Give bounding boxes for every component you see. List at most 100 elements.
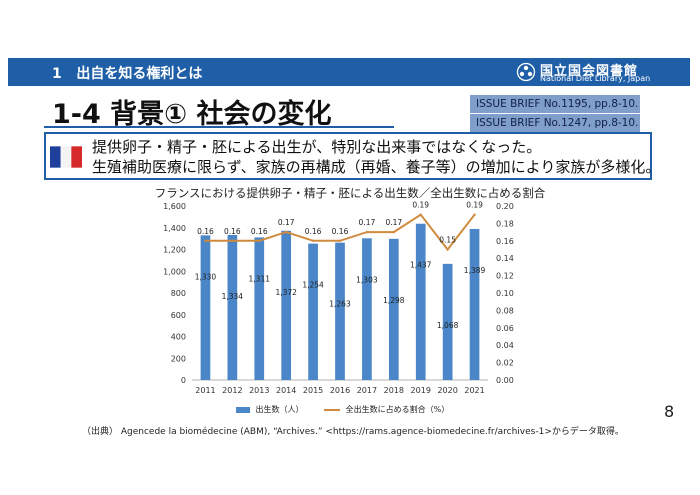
x-tick-label: 2018: [384, 386, 404, 395]
ratio-data-label: 0.16: [251, 227, 268, 236]
ratio-data-label: 0.17: [385, 218, 402, 227]
bar-data-label: 1,372: [275, 288, 297, 297]
ratio-data-label: 0.17: [359, 218, 376, 227]
ratio-data-label: 0.15: [439, 236, 456, 245]
bar-data-label: 1,311: [249, 274, 271, 283]
bar-2011: [200, 235, 211, 380]
bar-2019: [415, 223, 426, 380]
ndl-emblem-icon: [516, 62, 536, 82]
legend-swatch-line: [324, 408, 341, 411]
legend-label-bar: 出生数（人）: [255, 405, 304, 414]
bar-data-label: 1,330: [195, 272, 217, 281]
page-number: 8: [664, 402, 675, 421]
reference-badge-1: ISSUE BRIEF No.1195, pp.8-10.: [470, 95, 640, 113]
logo-text-jp: 国立国会図書館: [540, 64, 639, 79]
section-title: 出自を知る権利とは: [76, 66, 203, 82]
x-tick-label: 2019: [411, 386, 431, 395]
france-flag-icon: [50, 146, 82, 168]
legend-label-line: 全出生数に占める割合（%）: [345, 405, 450, 414]
section-number: 1: [52, 66, 62, 82]
bar-2013: [254, 237, 265, 380]
bar-2017: [362, 238, 372, 380]
x-tick-label: 2015: [303, 386, 323, 395]
ratio-point-2020: [446, 248, 449, 251]
ratio-data-label: 0.17: [278, 218, 295, 227]
logo-text-en: National Diet Library, Japan: [540, 74, 651, 83]
bar-2012: [227, 234, 238, 380]
y-left-tick-label: 1,000: [163, 267, 186, 276]
bar-2016: [335, 242, 345, 380]
x-tick-label: 2014: [276, 386, 296, 395]
bar-2020: [442, 263, 453, 380]
y-left-tick-label: 1,400: [163, 224, 186, 233]
x-tick-label: 2011: [195, 386, 215, 395]
y-right-tick-label: 0.00: [496, 376, 514, 385]
y-left-tick-label: 400: [171, 333, 186, 342]
ratio-point-2012: [231, 239, 234, 242]
bar-data-label: 1,298: [383, 296, 405, 305]
section-header-bar: 1 出自を知る権利とは 国立国会図書館 National Diet Librar…: [8, 58, 690, 86]
x-tick-label: 2013: [249, 386, 269, 395]
y-left-tick-label: 800: [171, 289, 186, 298]
ratio-point-2014: [284, 230, 288, 234]
ratio-point-2017: [365, 230, 369, 234]
y-right-tick-label: 0.16: [496, 237, 514, 246]
bar-2015: [308, 243, 318, 380]
ratio-point-2018: [392, 230, 396, 234]
ratio-point-2015: [311, 239, 315, 242]
y-right-tick-label: 0.04: [496, 341, 514, 350]
slide-title: 1-4 背景① 社会の変化: [52, 99, 332, 130]
reference-badge-2: ISSUE BRIEF No.1247, pp.8-10.: [470, 114, 640, 132]
y-right-tick-label: 0.02: [496, 359, 514, 368]
summary-line-2: 生殖補助医療に限らず、家族の再構成（再婚、養子等）の増加により家族が多様化。: [92, 158, 661, 176]
chart-title: フランスにおける提供卵子・精子・胚による出生数／全出生数に占める割合: [154, 186, 546, 200]
y-left-tick-label: 0: [181, 376, 186, 385]
x-tick-label: 2012: [222, 386, 242, 395]
ratio-data-label: 0.16: [197, 227, 214, 236]
x-tick-label: 2021: [464, 386, 484, 395]
bar-2021: [469, 228, 480, 380]
y-right-tick-label: 0.06: [496, 324, 514, 333]
y-right-tick-label: 0.12: [496, 272, 514, 281]
summary-line-1: 提供卵子・精子・胚による出生が、特別な出来事ではなくなった。: [92, 138, 542, 156]
x-tick-label: 2016: [330, 386, 350, 395]
x-tick-label: 2017: [357, 386, 377, 395]
ratio-point-2021: [473, 213, 476, 216]
section-heading: 1 出自を知る権利とは: [52, 63, 202, 83]
source-citation: （出典） Agencede la biomédecine (ABM), “Arc…: [82, 427, 624, 437]
bar-data-label: 1,437: [410, 261, 432, 270]
bar-data-label: 1,334: [222, 292, 244, 301]
x-tick-label: 2020: [437, 386, 457, 395]
ratio-data-label: 0.16: [332, 227, 349, 236]
bar-data-label: 1,389: [464, 266, 486, 275]
ratio-point-2019: [419, 213, 422, 216]
y-right-tick-label: 0.18: [496, 219, 514, 228]
y-right-tick-label: 0.20: [496, 202, 514, 211]
y-left-tick-label: 600: [171, 311, 186, 320]
y-right-tick-label: 0.08: [496, 306, 514, 315]
bar-data-label: 1,263: [329, 300, 351, 309]
summary-box: 提供卵子・精子・胚による出生が、特別な出来事ではなくなった。 生殖補助医療に限ら…: [44, 132, 660, 180]
y-left-tick-label: 1,600: [163, 202, 186, 211]
ratio-point-2011: [204, 239, 207, 242]
bar-data-label: 1,303: [356, 275, 378, 284]
y-right-tick-label: 0.10: [496, 289, 514, 298]
title-underline: [44, 126, 394, 128]
y-right-tick-label: 0.14: [496, 254, 514, 263]
bar-2014: [281, 230, 292, 380]
ratio-point-2013: [258, 239, 261, 242]
y-left-tick-label: 200: [171, 354, 186, 363]
chart-legend: 出生数（人） 全出生数に占める割合（%）: [236, 404, 449, 415]
ratio-data-label: 0.19: [466, 201, 483, 210]
ratio-data-label: 0.19: [412, 201, 429, 210]
ratio-point-2016: [338, 239, 342, 242]
ratio-data-label: 0.16: [305, 227, 322, 236]
ndl-logo: 国立国会図書館 National Diet Library, Japan: [516, 60, 676, 84]
y-left-tick-label: 1,200: [163, 246, 186, 255]
bar-data-label: 1,254: [302, 281, 324, 290]
ratio-data-label: 0.16: [224, 227, 241, 236]
legend-swatch-bar: [236, 406, 250, 413]
bar-data-label: 1,068: [437, 321, 459, 330]
bar-2018: [388, 238, 399, 380]
